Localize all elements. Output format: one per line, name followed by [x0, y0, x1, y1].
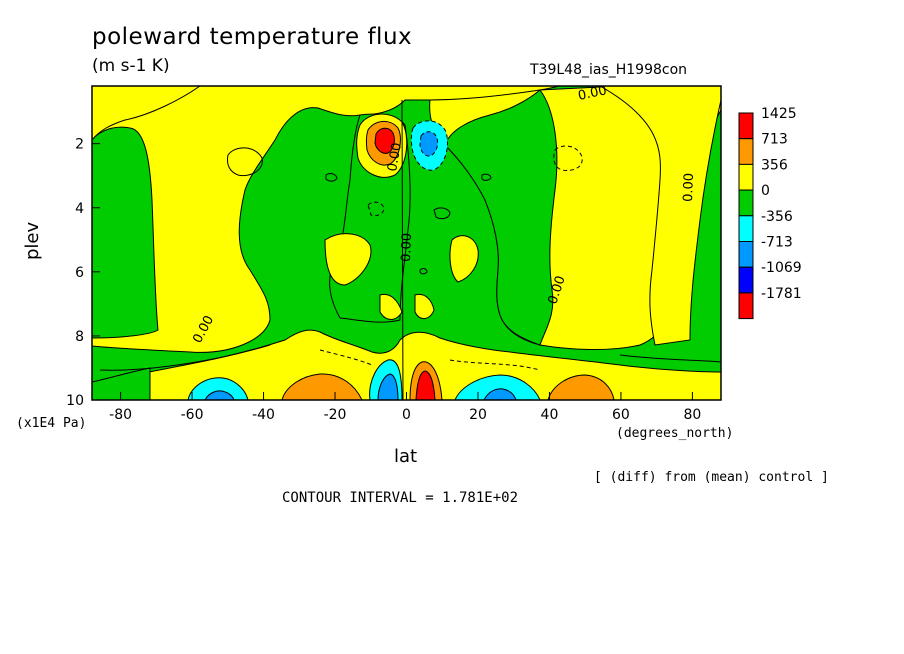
negative-cell-lower-east [454, 374, 541, 400]
colorbar-label: -1781 [761, 286, 802, 302]
positive-cell-lower-southwest [281, 373, 363, 400]
positive-pocket-center-low-2 [414, 293, 435, 319]
positive-core-lower-center [415, 370, 436, 400]
colorbar-swatch [738, 138, 754, 165]
y-tick-label: 4 [75, 201, 84, 217]
colorbar-swatch [738, 112, 754, 140]
colorbar-swatch [738, 241, 754, 268]
y-tick-label: 10 [66, 393, 84, 409]
positive-pocket-center-low [379, 293, 403, 320]
negative-column-west [92, 126, 159, 339]
positive-strip-east [598, 86, 721, 346]
colorbar-label: 0 [761, 183, 770, 199]
colorbar-swatch [738, 215, 754, 243]
x-tick-label: -20 [324, 407, 347, 423]
negative-core-lower-west [204, 390, 235, 400]
contour-label: 0.00 [681, 173, 697, 202]
x-axis-label: lat [394, 446, 418, 467]
negative-core-upper [419, 131, 439, 157]
colorbar-label: 356 [761, 157, 788, 173]
positive-pocket-east-mid [449, 235, 479, 283]
contour-interval: CONTOUR INTERVAL = 1.781E+02 [282, 490, 519, 506]
negative-cell-lower-west [187, 377, 249, 400]
colorbar-label: -356 [761, 209, 793, 225]
y-axis-units: (x1E4 Pa) [16, 416, 87, 431]
x-tick-label: -60 [181, 407, 204, 423]
x-tick-label: -40 [252, 407, 275, 423]
x-tick-label: 40 [541, 407, 559, 423]
y-tick-label: 8 [75, 329, 84, 345]
x-tick-label: 0 [402, 407, 411, 423]
positive-cell-lower-east [547, 374, 615, 400]
positive-core-upper-red [374, 127, 395, 154]
negative-core-lower-center [377, 373, 399, 400]
x-tick-label: -80 [109, 407, 132, 423]
chart-units: (m s-1 K) [92, 56, 170, 76]
contour-label: 0.00 [385, 142, 405, 173]
run-label: T39L48_ias_H1998con [530, 62, 688, 78]
diff-note: [ (diff) from (mean) control ] [594, 470, 829, 485]
positive-region-west [92, 86, 561, 353]
x-tick-label: 60 [612, 407, 630, 423]
contour-label: 0.00 [577, 83, 608, 104]
colorbar: 1425 713 356 0 -356 -713 -1069 -1781 [738, 106, 802, 320]
contour-lines [99, 99, 721, 400]
positive-pocket-west-mid [324, 233, 372, 286]
chart-title: poleward temperature flux [92, 24, 413, 50]
colorbar-label: 713 [761, 132, 788, 148]
x-axis-units: (degrees_north) [616, 426, 734, 441]
y-axis: 2 4 6 8 10 [66, 137, 100, 409]
x-axis: -80 -60 -40 -20 0 20 40 60 80 [109, 392, 701, 423]
colorbar-swatch [738, 189, 754, 217]
colorbar-swatch [738, 266, 754, 294]
colorbar-label: -1069 [761, 260, 802, 276]
y-tick-label: 2 [75, 137, 84, 153]
y-tick-label: 6 [75, 265, 84, 281]
contour-fill [92, 86, 721, 400]
colorbar-swatch [738, 292, 754, 320]
colorbar-swatch [738, 163, 754, 191]
negative-core-lower-east [483, 388, 517, 400]
colorbar-label: -713 [761, 235, 793, 251]
negative-lower-west [92, 367, 151, 400]
contour-label: 0.00 [399, 233, 415, 262]
negative-band-east [444, 89, 558, 346]
x-tick-label: 20 [469, 407, 487, 423]
x-tick-label: 80 [683, 407, 701, 423]
colorbar-label: 1425 [761, 106, 797, 122]
positive-region-far-west [92, 86, 201, 141]
